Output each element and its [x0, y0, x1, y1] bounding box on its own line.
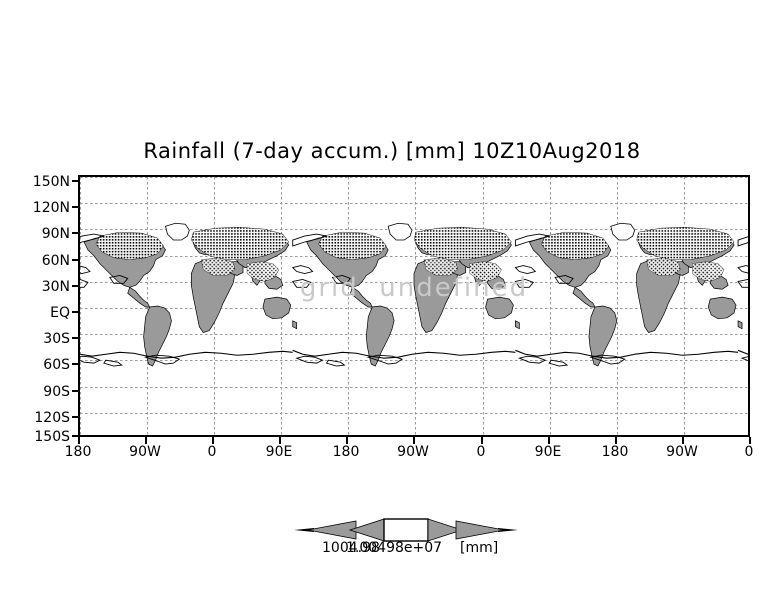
gridline-horizontal — [80, 203, 748, 204]
gridline-vertical — [684, 177, 685, 435]
y-tick-label: 120N — [32, 200, 70, 216]
x-tick-label: 90W — [397, 444, 429, 460]
gridline-vertical — [80, 177, 81, 435]
x-tick-mark — [548, 437, 550, 444]
y-tick-label: 60S — [43, 357, 70, 373]
gridline-horizontal — [80, 177, 748, 178]
x-tick-mark — [481, 437, 483, 444]
colorbar-high-label: 1.00498e+07 — [346, 540, 443, 556]
gridline-vertical — [617, 177, 618, 435]
y-tick-mark — [72, 416, 79, 418]
y-tick-mark — [72, 311, 79, 313]
colorbar-graphic — [294, 518, 518, 542]
gridline-horizontal — [80, 256, 748, 257]
y-tick-label: 150S — [34, 429, 70, 445]
x-tick-label: 0 — [207, 444, 217, 460]
y-tick-label: 90S — [43, 384, 70, 400]
y-tick-mark — [72, 180, 79, 182]
x-tick-mark — [615, 437, 617, 444]
y-tick-mark — [72, 206, 79, 208]
y-tick-label: 30N — [41, 279, 70, 295]
x-tick-mark — [279, 437, 281, 444]
y-tick-mark — [72, 285, 79, 287]
x-tick-mark — [682, 437, 684, 444]
x-tick-mark — [413, 437, 415, 444]
gridline-horizontal — [80, 413, 748, 414]
x-tick-mark — [346, 437, 348, 444]
y-tick-label: EQ — [50, 305, 70, 321]
colorbar-units-label: [mm] — [460, 540, 499, 556]
plot-area: grid undefined — [78, 175, 750, 437]
colorbar — [292, 515, 520, 545]
x-tick-label: 180 — [64, 444, 92, 460]
gridline-horizontal — [80, 360, 748, 361]
x-tick-label: 90E — [534, 444, 562, 460]
x-tick-mark — [212, 437, 214, 444]
gridline-horizontal — [80, 308, 748, 309]
y-tick-mark — [72, 363, 79, 365]
gridline-vertical — [550, 177, 551, 435]
y-tick-mark — [72, 337, 79, 339]
y-tick-mark — [72, 232, 79, 234]
world-map — [80, 222, 748, 367]
chart-title: Rainfall (7-day accum.) [mm] 10Z10Aug201… — [143, 139, 641, 163]
x-tick-label: 0 — [476, 444, 486, 460]
x-tick-label: 90E — [265, 444, 293, 460]
gridline-horizontal — [80, 334, 748, 335]
colorbar-labels: 1004.98 1.00498e+07 [mm] — [292, 540, 520, 560]
y-tick-label: 120S — [34, 410, 70, 426]
gridline-vertical — [415, 177, 416, 435]
x-tick-label: 90W — [129, 444, 161, 460]
y-tick-mark — [72, 390, 79, 392]
x-tick-label: 180 — [332, 444, 360, 460]
y-tick-mark — [72, 435, 79, 437]
x-tick-label: 180 — [601, 444, 629, 460]
gridline-vertical — [348, 177, 349, 435]
x-tick-label: 90W — [666, 444, 698, 460]
x-tick-mark — [78, 437, 80, 444]
x-tick-mark — [145, 437, 147, 444]
gridline-horizontal — [80, 229, 748, 230]
gridline-vertical — [483, 177, 484, 435]
x-tick-mark — [749, 437, 751, 444]
y-tick-label: 150N — [32, 174, 70, 190]
colorbar-low-label: 1004.98 — [322, 540, 380, 556]
y-tick-label: 60N — [41, 253, 70, 269]
x-tick-label: 0 — [744, 444, 754, 460]
gridline-horizontal — [80, 387, 748, 388]
y-tick-label: 90N — [41, 226, 70, 242]
y-tick-mark — [72, 259, 79, 261]
y-tick-label: 30S — [43, 331, 70, 347]
